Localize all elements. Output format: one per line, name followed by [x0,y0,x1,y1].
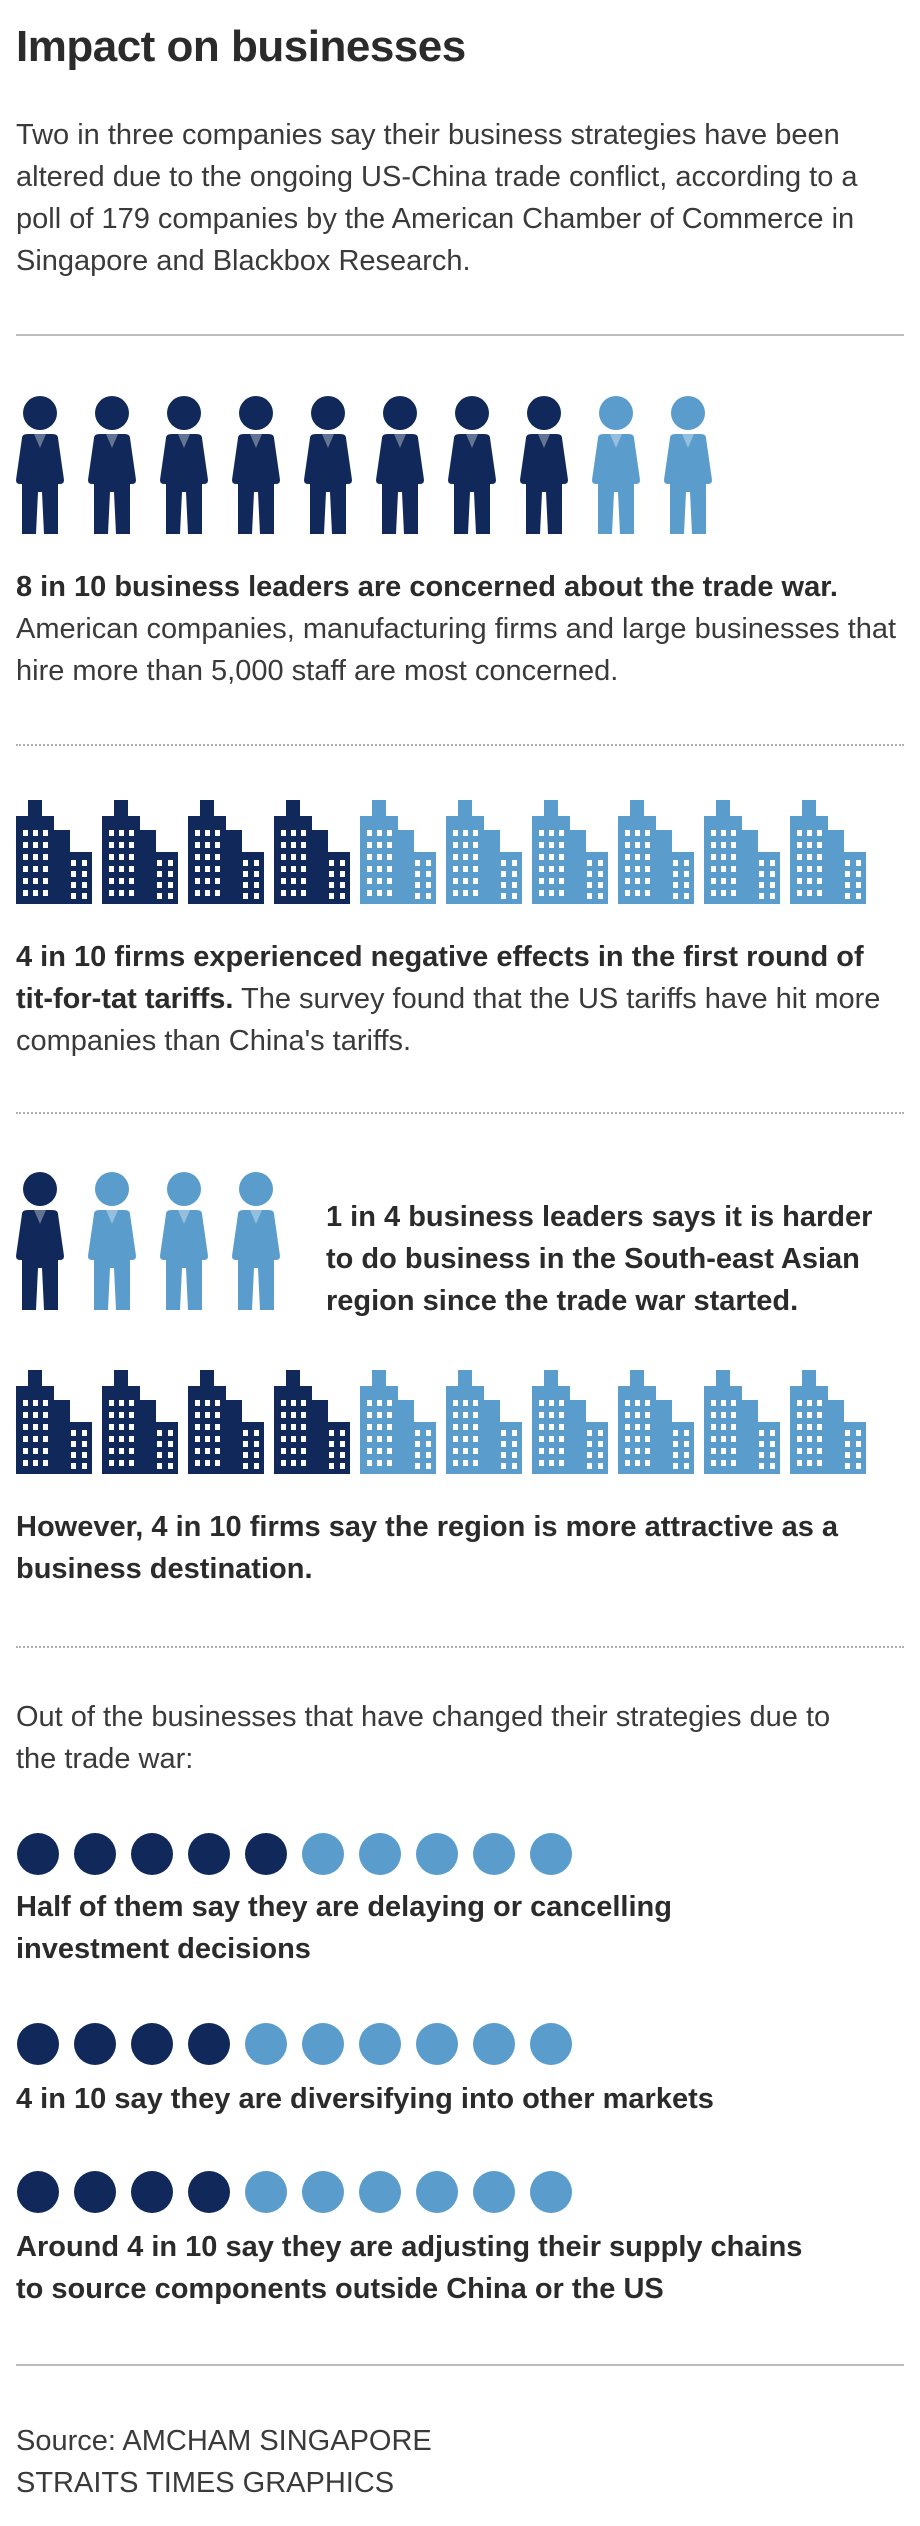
person-icon [14,396,66,536]
building-icon [360,1370,436,1474]
person-icon [590,396,642,536]
building-icon [188,800,264,904]
dot-item-text: Half of them say they are delaying or ca… [16,1891,672,1965]
person-icon [518,396,570,536]
building-icon [446,1370,522,1474]
section-4-intro: Out of the businesses that have changed … [16,1701,831,1775]
person-icon [86,1172,138,1312]
page-title: Impact on businesses [16,22,466,71]
building-icon [704,800,780,904]
dot-icon [529,1832,573,1876]
building-icon [618,1370,694,1474]
dot-icon [187,1832,231,1876]
building-icon [102,800,178,904]
building-icon [274,1370,350,1474]
section-3-buildings-text: However, 4 in 10 firms say the region is… [16,1511,839,1585]
section-2-body: The survey found that the US tariffs hav… [16,983,881,1057]
dot-icon [415,2170,459,2214]
building-icon [102,1370,178,1474]
credit-line: STRAITS TIMES GRAPHICS [16,2467,395,2499]
divider [16,1112,904,1114]
building-icon [446,800,522,904]
dot-icon [358,2022,402,2066]
building-icon-row [16,800,876,904]
person-icon [158,396,210,536]
dot-icon [16,2022,60,2066]
person-icon [14,1172,66,1312]
building-icon-row [16,1370,876,1474]
dot-row [16,1832,586,1876]
person-icon [158,1172,210,1312]
dot-icon [130,2170,174,2214]
dot-icon [472,1832,516,1876]
building-icon [532,1370,608,1474]
dot-icon [130,2022,174,2066]
building-icon [790,800,866,904]
dot-icon [73,1832,117,1876]
dot-icon [187,2170,231,2214]
dot-icon [472,2022,516,2066]
person-icon [302,396,354,536]
dot-icon [472,2170,516,2214]
dot-icon [358,2170,402,2214]
building-icon [188,1370,264,1474]
person-icon [230,1172,282,1312]
dot-icon [301,2022,345,2066]
person-icon-row [14,396,734,536]
dot-icon [187,2022,231,2066]
dot-icon [73,2022,117,2066]
divider [16,744,904,746]
person-icon-row [14,1172,302,1312]
dot-item-text: Around 4 in 10 say they are adjusting th… [16,2231,803,2305]
section-1-body: American companies, manufacturing firms … [16,613,897,687]
building-icon [532,800,608,904]
section-2-lead: 4 in 10 firms experienced negative effec… [16,941,864,1015]
building-icon [704,1370,780,1474]
person-icon [662,396,714,536]
building-icon [16,800,92,904]
dot-icon [415,1832,459,1876]
dot-icon [529,2022,573,2066]
dot-icon [529,2170,573,2214]
divider [16,2364,904,2366]
dot-icon [358,1832,402,1876]
source-line: Source: AMCHAM SINGAPORE [16,2425,432,2457]
dot-icon [301,2170,345,2214]
section-1-text: 8 in 10 business leaders are concerned a… [16,566,906,692]
section-2-text: 4 in 10 firms experienced negative effec… [16,936,906,1062]
building-icon [16,1370,92,1474]
dot-row [16,2170,586,2214]
dot-icon [16,1832,60,1876]
building-icon [274,800,350,904]
section-1-lead: 8 in 10 business leaders are concerned a… [16,571,838,603]
dot-icon [244,1832,288,1876]
dot-icon [73,2170,117,2214]
divider [16,334,904,336]
intro-paragraph: Two in three companies say their busines… [16,119,858,277]
dot-icon [130,1832,174,1876]
building-icon [790,1370,866,1474]
building-icon [618,800,694,904]
divider [16,1646,904,1648]
person-icon [374,396,426,536]
person-icon [86,396,138,536]
dot-icon [244,2022,288,2066]
building-icon [360,800,436,904]
source-credit: Source: AMCHAM SINGAPORE STRAITS TIMES G… [16,2420,432,2504]
dot-row [16,2022,586,2066]
person-icon [230,396,282,536]
section-3-people-text: 1 in 4 business leaders says it is harde… [326,1201,873,1317]
dot-icon [301,1832,345,1876]
dot-icon [244,2170,288,2214]
dot-icon [16,2170,60,2214]
dot-item-text: 4 in 10 say they are diversifying into o… [16,2083,714,2115]
person-icon [446,396,498,536]
dot-icon [415,2022,459,2066]
